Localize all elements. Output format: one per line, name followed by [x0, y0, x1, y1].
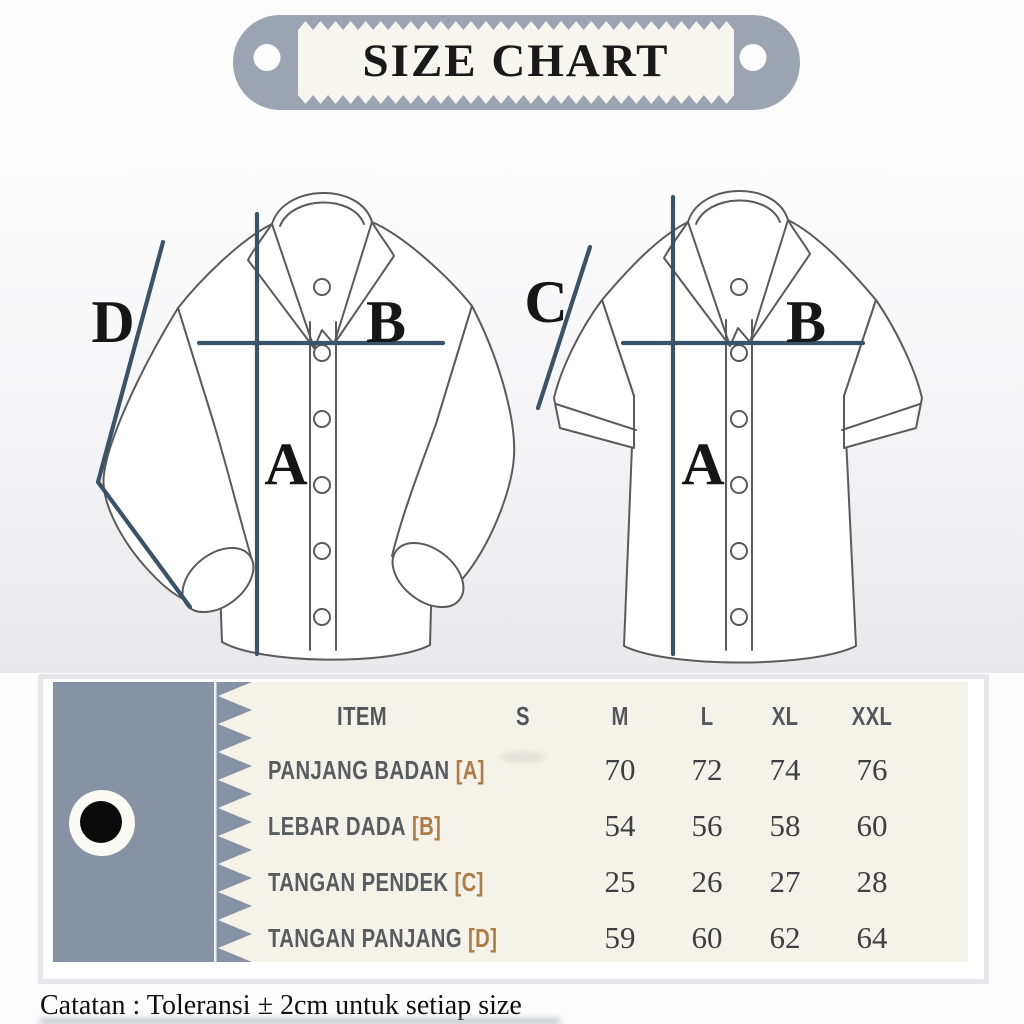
measurement-lines	[95, 194, 866, 657]
table-smudge-artifact	[500, 751, 546, 763]
tag-eyelet-inner-icon	[80, 801, 122, 843]
cell-panjang-badan-xl: 74	[769, 752, 801, 787]
column-header-l: L	[700, 700, 714, 731]
cell-lebar-dada-m: 54	[604, 808, 636, 843]
shirt-diagrams	[95, 190, 923, 664]
table-zigzag-label	[218, 682, 968, 962]
banner-zigzag-label	[298, 21, 734, 104]
cell-tangan-pendek-l: 26	[691, 864, 723, 899]
letter-c: C	[524, 268, 568, 335]
page-title: SIZE CHART	[362, 35, 670, 87]
measure-line-D	[95, 239, 193, 610]
size-table-tag-graphic	[53, 682, 968, 962]
cell-tangan-pendek-m: 25	[604, 864, 636, 899]
cell-panjang-badan-s	[483, 753, 563, 787]
cell-tangan-panjang-xxl: 64	[856, 920, 888, 955]
measure-line-C	[535, 244, 593, 411]
column-header-s: S	[516, 700, 530, 731]
table-row-label-panjang-badan: PANJANG BADAN [A]	[268, 754, 485, 785]
letter-b-left: B	[365, 288, 407, 355]
cutoff-text-artifact	[40, 1018, 560, 1024]
cell-tangan-pendek-xxl: 28	[856, 864, 888, 899]
cell-tangan-panjang-s	[483, 921, 563, 955]
letter-a-left: A	[264, 430, 308, 497]
cell-panjang-badan-m: 70	[604, 752, 636, 787]
cell-panjang-badan-xxl: 76	[856, 752, 888, 787]
banner-hole-left-icon	[253, 44, 281, 71]
title-banner-graphic	[233, 15, 800, 110]
table-row-label-lebar-dada: LEBAR DADA [B]	[268, 810, 442, 841]
cell-lebar-dada-xxl: 60	[856, 808, 888, 843]
tolerance-note: Catatan : Toleransi ± 2cm untuk setiap s…	[40, 990, 522, 1021]
letter-b-right: B	[785, 288, 827, 355]
long-sleeve-shirt-drawing	[102, 192, 516, 661]
cell-tangan-panjang-m: 59	[604, 920, 636, 955]
banner-hole-right-icon	[739, 44, 767, 71]
table-row-label-tangan-panjang: TANGAN PANJANG [D]	[268, 922, 498, 953]
table-row-label-tangan-pendek: TANGAN PENDEK [C]	[268, 866, 484, 897]
cell-tangan-panjang-l: 60	[691, 920, 723, 955]
letter-d: D	[91, 288, 135, 355]
column-header-m: M	[611, 700, 629, 731]
cell-tangan-pendek-xl: 27	[769, 864, 801, 899]
cell-lebar-dada-s	[483, 809, 563, 843]
cell-panjang-badan-l: 72	[691, 752, 723, 787]
cell-lebar-dada-l: 56	[691, 808, 723, 843]
tag-stitch-line	[214, 682, 217, 962]
cell-lebar-dada-xl: 58	[769, 808, 801, 843]
short-sleeve-shirt-drawing	[553, 190, 923, 664]
column-header-xl: XL	[771, 700, 799, 731]
cell-tangan-panjang-xl: 62	[769, 920, 801, 955]
column-header-xxl: XXL	[851, 700, 893, 731]
column-header-item: ITEM	[336, 700, 387, 731]
cell-tangan-pendek-s	[483, 865, 563, 899]
letter-a-right: A	[681, 430, 725, 497]
